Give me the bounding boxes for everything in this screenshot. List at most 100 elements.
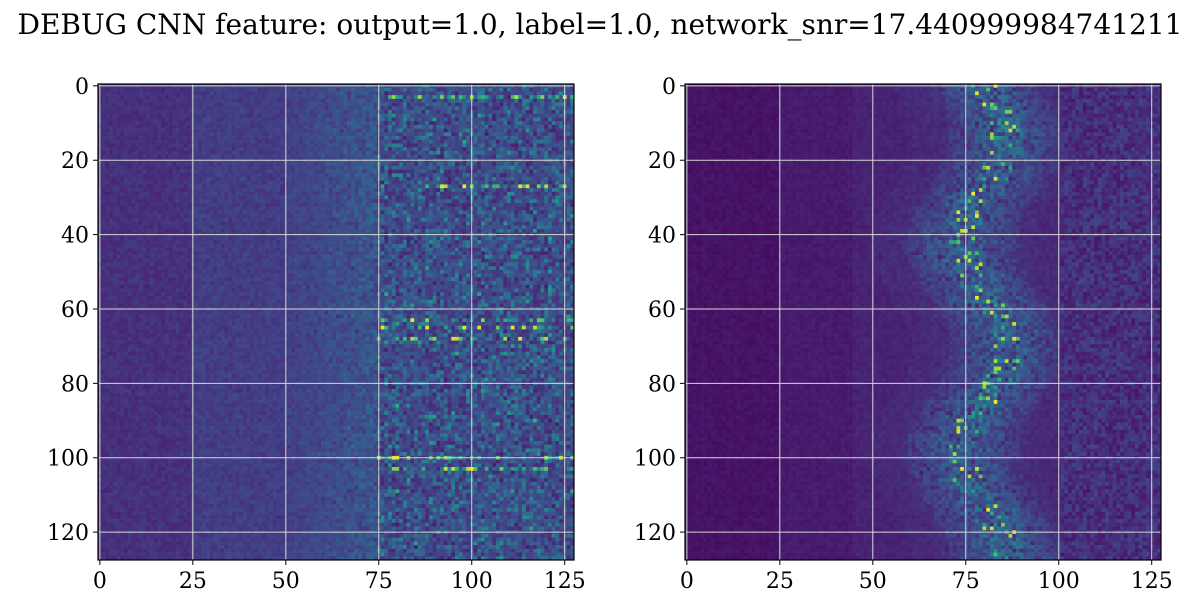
heatmap-cell xyxy=(213,210,217,214)
heatmap-cell xyxy=(169,184,173,188)
heatmap-cell xyxy=(165,132,169,136)
heatmap-cell xyxy=(206,173,210,177)
heatmap-cell xyxy=(310,207,314,211)
heatmap-cell xyxy=(321,203,325,207)
heatmap-cell xyxy=(418,129,422,133)
heatmap-cell xyxy=(343,162,347,166)
heatmap-cell xyxy=(369,225,373,229)
heatmap-cell xyxy=(444,207,448,211)
heatmap-cell xyxy=(254,162,258,166)
heatmap-cell xyxy=(321,188,325,192)
heatmap-cell xyxy=(548,203,552,207)
heatmap-cell xyxy=(172,129,176,133)
heatmap-cell xyxy=(358,214,362,218)
heatmap-cell xyxy=(161,121,165,125)
heatmap-cell xyxy=(552,207,556,211)
heatmap-cell xyxy=(552,203,556,207)
heatmap-cell xyxy=(485,207,489,211)
heatmap-cell xyxy=(258,117,262,121)
heatmap-cell xyxy=(414,188,418,192)
heatmap-cell xyxy=(503,88,507,92)
heatmap-cell xyxy=(109,177,113,181)
heatmap-cell xyxy=(362,155,366,159)
heatmap-cell xyxy=(254,214,258,218)
heatmap-cell xyxy=(254,196,258,200)
heatmap-cell xyxy=(161,192,165,196)
heatmap-cell xyxy=(172,162,176,166)
heatmap-cell xyxy=(280,129,284,133)
heatmap-cell xyxy=(488,162,492,166)
heatmap-cell xyxy=(128,106,132,110)
heatmap-cell xyxy=(466,95,470,99)
heatmap-cell xyxy=(477,207,481,211)
heatmap-cell xyxy=(373,88,377,92)
heatmap-cell xyxy=(172,136,176,140)
heatmap-cell xyxy=(340,181,344,185)
heatmap-cell xyxy=(206,192,210,196)
heatmap-cell xyxy=(198,110,202,114)
heatmap-cell xyxy=(407,121,411,125)
heatmap-cell xyxy=(552,173,556,177)
heatmap-cell xyxy=(310,196,314,200)
heatmap-cell xyxy=(340,106,344,110)
heatmap-cell xyxy=(169,166,173,170)
heatmap-cell xyxy=(529,147,533,151)
heatmap-cell xyxy=(180,181,184,185)
heatmap-cell xyxy=(299,162,303,166)
heatmap-cell xyxy=(399,184,403,188)
heatmap-cell xyxy=(269,155,273,159)
heatmap-cell xyxy=(254,117,258,121)
heatmap-cell xyxy=(314,151,318,155)
heatmap-cell xyxy=(440,106,444,110)
heatmap-cell xyxy=(477,177,481,181)
heatmap-cell xyxy=(466,188,470,192)
heatmap-cell xyxy=(448,207,452,211)
heatmap-cell xyxy=(169,170,173,174)
heatmap-cell xyxy=(407,91,411,95)
heatmap-cell xyxy=(436,222,440,226)
heatmap-cell xyxy=(451,210,455,214)
heatmap-cell xyxy=(529,166,533,170)
heatmap-cell xyxy=(466,132,470,136)
heatmap-cell xyxy=(548,129,552,133)
heatmap-cell xyxy=(537,184,541,188)
heatmap-cell xyxy=(477,121,481,125)
heatmap-cell xyxy=(131,218,135,222)
heatmap-cell xyxy=(537,207,541,211)
heatmap-cell xyxy=(515,173,519,177)
heatmap-cell xyxy=(403,95,407,99)
heatmap-cell xyxy=(455,88,459,92)
heatmap-cell xyxy=(254,210,258,214)
heatmap-cell xyxy=(481,110,485,114)
heatmap-cell xyxy=(518,110,522,114)
heatmap-cell xyxy=(351,132,355,136)
heatmap-cell xyxy=(102,129,106,133)
heatmap-cell xyxy=(124,210,128,214)
heatmap-cell xyxy=(388,144,392,148)
heatmap-cell xyxy=(481,106,485,110)
heatmap-cell xyxy=(414,181,418,185)
heatmap-cell xyxy=(128,125,132,129)
heatmap-cell xyxy=(303,114,307,118)
heatmap-cell xyxy=(228,218,232,222)
heatmap-cell xyxy=(340,203,344,207)
heatmap-cell xyxy=(522,121,526,125)
heatmap-cell xyxy=(135,218,139,222)
heatmap-cell xyxy=(436,99,440,103)
heatmap-cell xyxy=(239,222,243,226)
heatmap-cell xyxy=(139,125,143,129)
heatmap-cell xyxy=(139,117,143,121)
heatmap-cell xyxy=(262,214,266,218)
heatmap-cell xyxy=(217,218,221,222)
heatmap-cell xyxy=(440,132,444,136)
heatmap-cell xyxy=(329,129,333,133)
heatmap-cell xyxy=(176,207,180,211)
heatmap-cell xyxy=(213,91,217,95)
heatmap-cell xyxy=(243,162,247,166)
heatmap-cell xyxy=(303,203,307,207)
heatmap-cell xyxy=(277,210,281,214)
heatmap-cell xyxy=(436,125,440,129)
heatmap-cell xyxy=(567,144,571,148)
heatmap-cell xyxy=(332,162,336,166)
heatmap-cell xyxy=(429,199,433,203)
